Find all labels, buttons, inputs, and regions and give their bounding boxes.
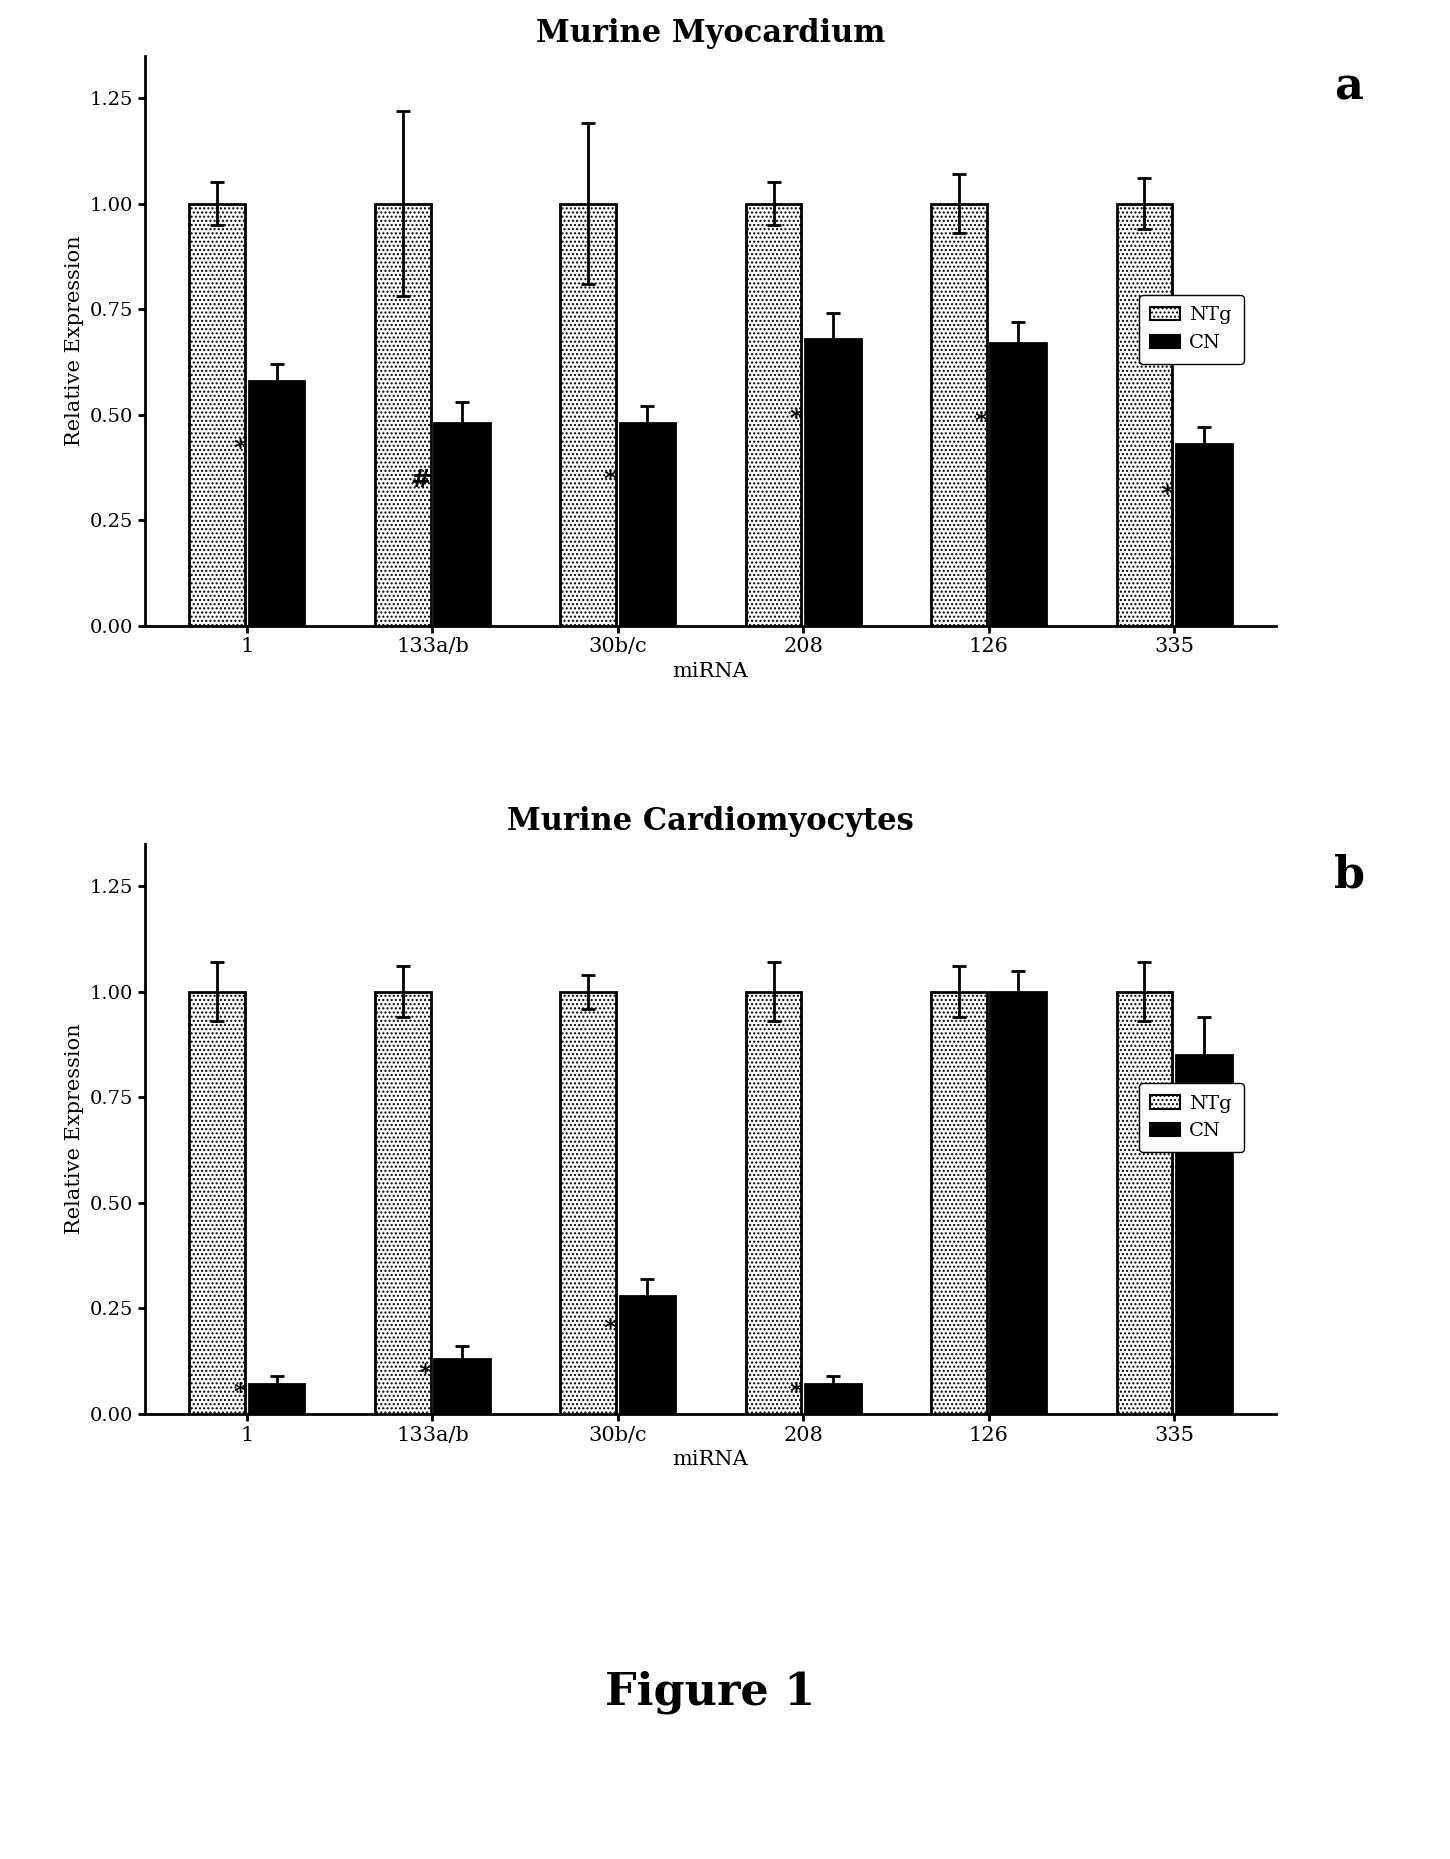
Bar — [931, 991, 987, 1415]
Bar — [376, 991, 431, 1415]
Bar — [376, 203, 431, 626]
Text: a: a — [1334, 65, 1363, 108]
Bar — [249, 1385, 304, 1415]
Bar — [434, 1359, 490, 1415]
Title: Murine Cardiomyocytes: Murine Cardiomyocytes — [507, 807, 914, 837]
Bar — [990, 991, 1045, 1415]
X-axis label: miRNA: miRNA — [673, 1450, 748, 1469]
Text: *: * — [233, 1381, 247, 1405]
Bar — [434, 424, 490, 626]
Bar — [745, 991, 802, 1415]
Bar — [1176, 1056, 1231, 1415]
Bar — [249, 381, 304, 626]
Bar — [619, 424, 676, 626]
Bar — [1116, 991, 1172, 1415]
Y-axis label: Relative Expression: Relative Expression — [65, 236, 84, 446]
Text: *: * — [974, 411, 987, 433]
Text: *: * — [603, 468, 616, 493]
Bar — [1176, 444, 1231, 626]
Bar — [190, 203, 245, 626]
Legend: NTg, CN: NTg, CN — [1138, 1084, 1244, 1153]
Text: *: * — [789, 1381, 802, 1405]
Title: Murine Myocardium: Murine Myocardium — [535, 19, 886, 48]
Bar — [560, 203, 616, 626]
Bar — [931, 203, 987, 626]
X-axis label: miRNA: miRNA — [673, 662, 748, 680]
Legend: NTg, CN: NTg, CN — [1138, 296, 1244, 364]
Bar — [990, 342, 1045, 626]
Y-axis label: Relative Expression: Relative Expression — [65, 1024, 84, 1234]
Text: Figure 1: Figure 1 — [606, 1671, 815, 1714]
Text: *: * — [1160, 483, 1173, 508]
Bar — [745, 203, 802, 626]
Bar — [805, 1385, 861, 1415]
Text: *: * — [603, 1316, 616, 1340]
Bar — [560, 991, 616, 1415]
Text: #: # — [410, 468, 432, 493]
Text: *: * — [233, 437, 247, 461]
Text: b: b — [1334, 853, 1364, 896]
Text: *: * — [419, 1363, 432, 1387]
Bar — [1116, 203, 1172, 626]
Bar — [619, 1296, 676, 1415]
Text: *: * — [789, 407, 802, 431]
Bar — [805, 338, 861, 626]
Bar — [190, 991, 245, 1415]
